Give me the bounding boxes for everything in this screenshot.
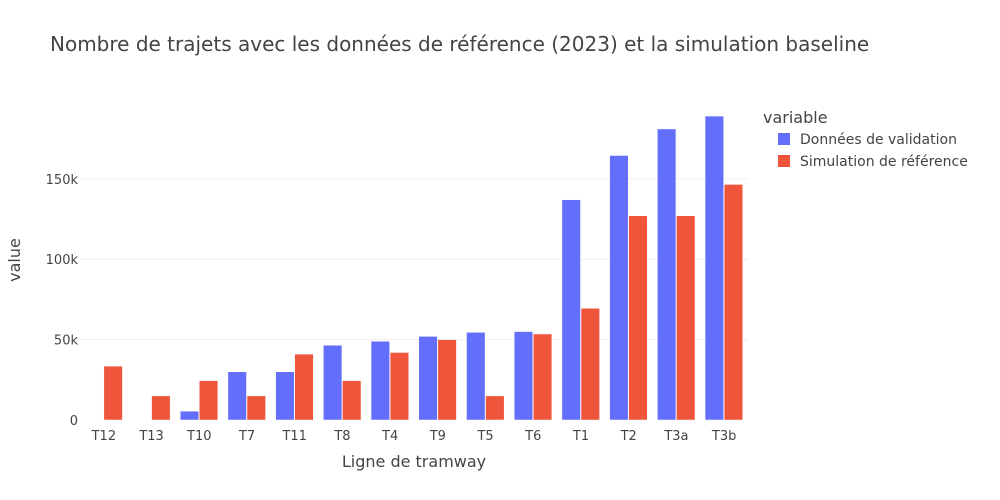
x-tick-label: T12 xyxy=(91,429,116,444)
x-tick-label: T4 xyxy=(381,429,398,444)
bar-validation-t10[interactable] xyxy=(179,410,200,421)
legend-item-label[interactable]: Simulation de référence xyxy=(800,154,968,170)
bar-validation-t4[interactable] xyxy=(370,340,390,421)
x-tick-label: T5 xyxy=(476,429,493,444)
bar-simulation-t9[interactable] xyxy=(437,339,457,421)
x-axis-title: Ligne de tramway xyxy=(342,452,486,471)
x-tick-label: T13 xyxy=(138,429,163,444)
bar-validation-t1[interactable] xyxy=(561,199,581,421)
y-tick-label: 50k xyxy=(54,334,79,349)
x-tick-label: T3a xyxy=(663,429,688,444)
grid-lines xyxy=(80,178,748,421)
x-tick-label: T8 xyxy=(333,429,350,444)
bar-validation-t11[interactable] xyxy=(275,371,295,421)
legend-title: variable xyxy=(763,108,828,127)
x-tick-label: T2 xyxy=(620,429,637,444)
legend-swatch[interactable] xyxy=(778,133,790,145)
legend-swatch[interactable] xyxy=(778,155,790,167)
y-tick-label: 150k xyxy=(46,173,79,188)
bar-simulation-t11[interactable] xyxy=(294,353,314,421)
bar-simulation-t13[interactable] xyxy=(151,395,171,421)
bar-validation-t8[interactable] xyxy=(323,344,343,421)
bar-validation-t7[interactable] xyxy=(227,371,247,421)
y-tick-label: 0 xyxy=(70,414,78,429)
bar-validation-t5[interactable] xyxy=(466,332,486,421)
x-tick-label: T11 xyxy=(281,429,306,444)
x-axis-ticks: T12 T13 T10 T7 T11 T8 T4 T9 T5 T6 T1 T2 T3a T3b xyxy=(91,429,737,444)
y-axis-ticks: 0 50k 100k 150k xyxy=(46,173,79,429)
x-tick-label: T6 xyxy=(524,429,541,444)
bar-validation-t2[interactable] xyxy=(609,155,629,421)
bar-simulation-t5[interactable] xyxy=(485,395,505,421)
bar-validation-t6[interactable] xyxy=(513,331,534,421)
bar-simulation-t3a[interactable] xyxy=(676,215,696,421)
bar-simulation-t12[interactable] xyxy=(103,365,123,421)
bar-validation-t3b[interactable] xyxy=(704,115,724,421)
chart-title: Nombre de trajets avec les données de ré… xyxy=(50,32,869,56)
bar-simulation-t8[interactable] xyxy=(342,380,362,421)
bar-simulation-t1[interactable] xyxy=(580,307,600,421)
x-tick-label: T3b xyxy=(711,429,736,444)
bar-simulation-t2[interactable] xyxy=(628,215,648,421)
bar-simulation-t4[interactable] xyxy=(389,352,409,421)
x-tick-label: T10 xyxy=(186,429,211,444)
y-axis-title: value xyxy=(5,238,24,282)
legend-item-label[interactable]: Données de validation xyxy=(800,132,957,148)
legend[interactable]: variable Données de validation Simulation… xyxy=(763,108,968,170)
bar-simulation-t6[interactable] xyxy=(533,333,553,421)
bar-simulation-t3b[interactable] xyxy=(723,184,743,421)
bars xyxy=(103,115,743,421)
bar-simulation-t7[interactable] xyxy=(246,395,266,421)
x-tick-label: T9 xyxy=(429,429,446,444)
bar-validation-t3a[interactable] xyxy=(657,128,677,421)
x-tick-label: T1 xyxy=(572,429,589,444)
y-tick-label: 100k xyxy=(46,253,79,268)
bar-simulation-t10[interactable] xyxy=(199,380,219,421)
x-tick-label: T7 xyxy=(238,429,255,444)
bar-validation-t9[interactable] xyxy=(418,336,438,421)
